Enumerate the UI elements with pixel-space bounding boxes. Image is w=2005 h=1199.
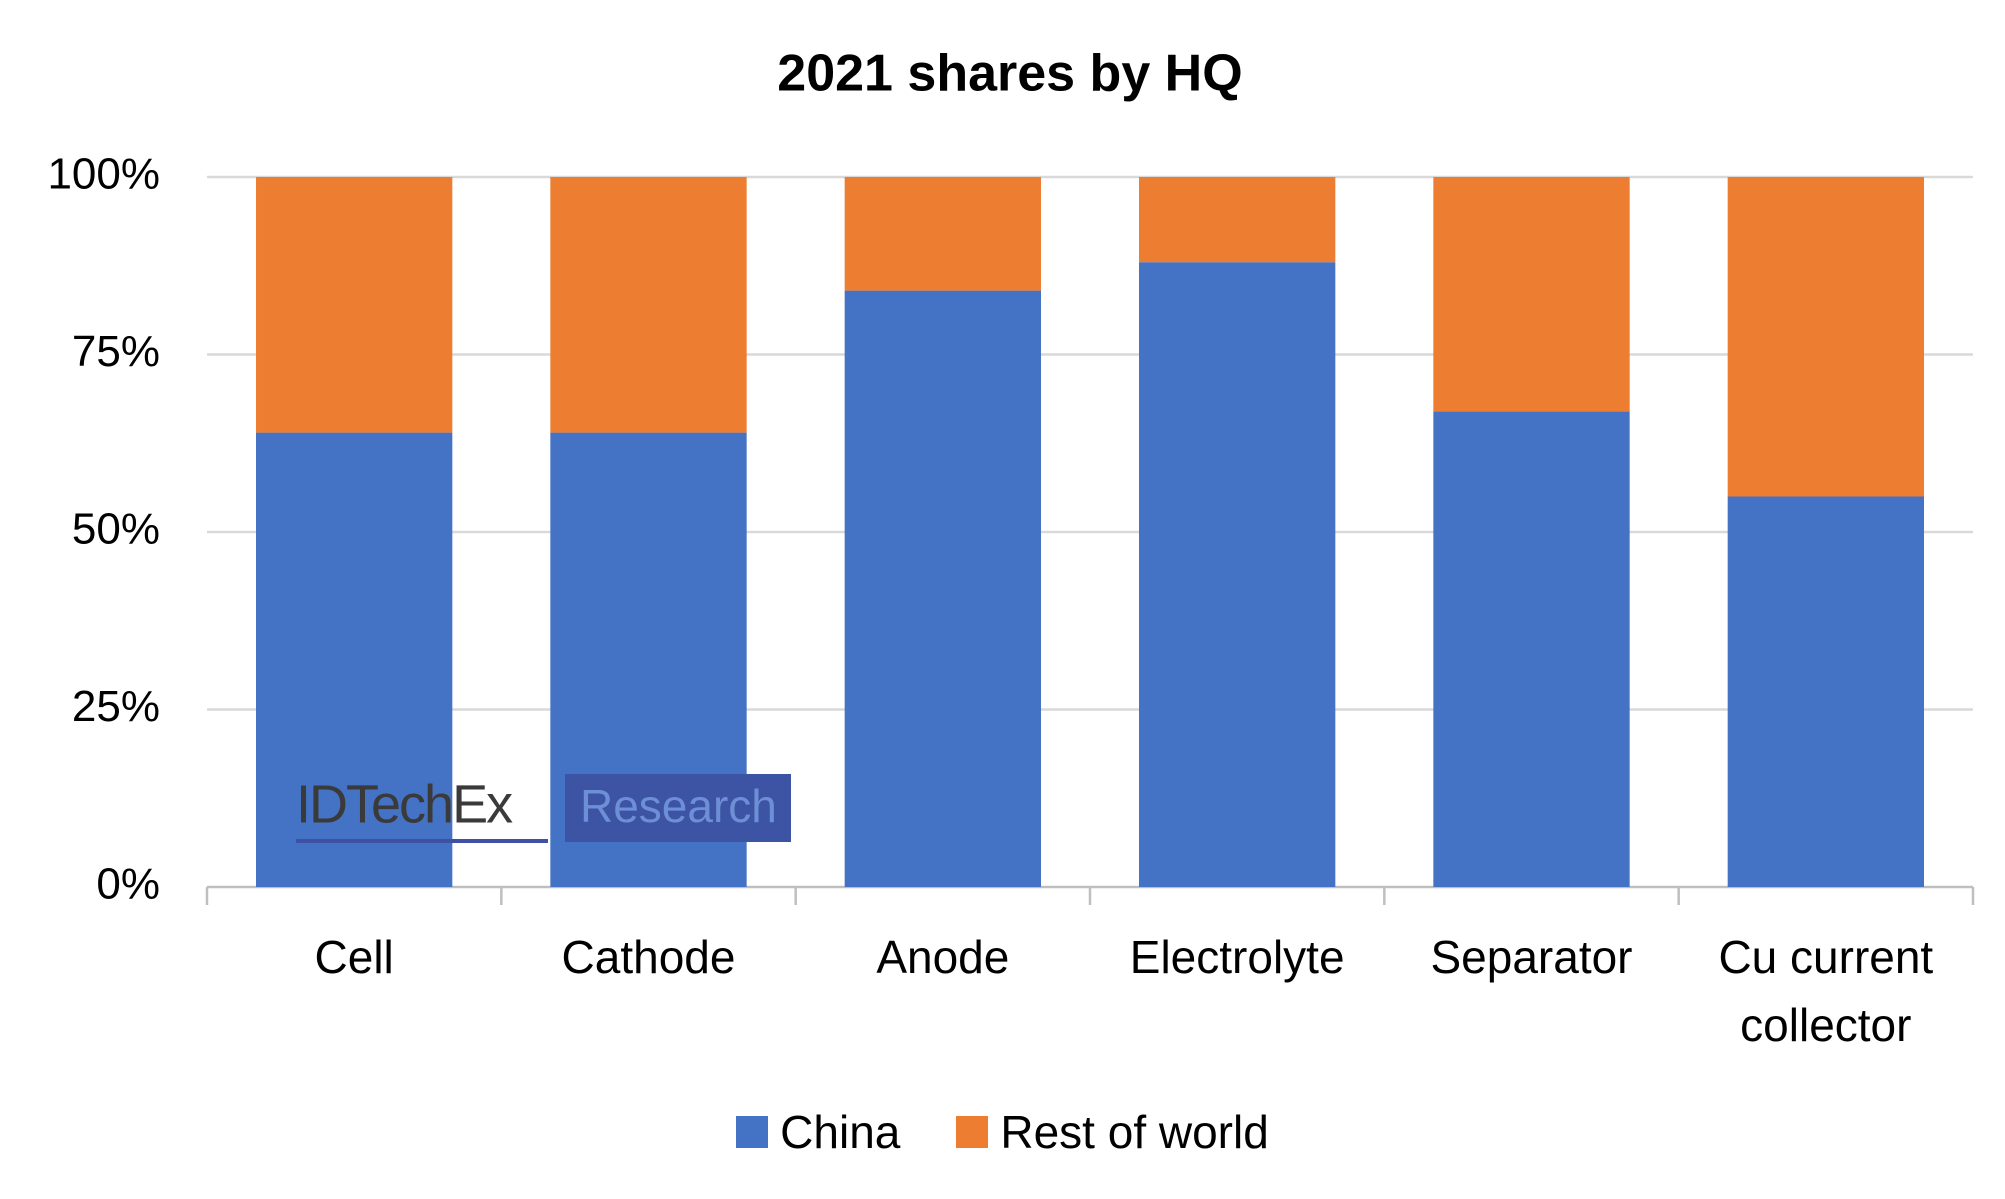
bar-segment (1727, 496, 1924, 887)
watermark-brand: IDTechEx (296, 774, 513, 834)
x-tick-label: Anode (876, 931, 1010, 983)
x-tick-label: Cell (314, 931, 394, 983)
legend-item: Rest of world (956, 1105, 1269, 1159)
x-tick-label: Cu current collector (1718, 931, 1934, 1051)
legend-label: Rest of world (1000, 1106, 1269, 1158)
watermark-unit: Research (580, 780, 777, 832)
legend: China Rest of world (0, 1105, 2005, 1159)
bar-segment (1139, 262, 1336, 887)
watermark: IDTechEx Research (296, 774, 791, 843)
y-tick-label: 75% (72, 327, 160, 376)
bar-segment (1433, 177, 1630, 412)
bar-segment (256, 177, 453, 433)
y-tick-label: 25% (72, 682, 160, 731)
y-tick-label: 100% (47, 150, 160, 199)
bar-segment (1727, 177, 1924, 497)
watermark-box (565, 774, 791, 842)
legend-swatch (956, 1116, 989, 1148)
x-tick-label: Separator (1430, 931, 1633, 983)
y-tick-label: 50% (72, 505, 160, 554)
bar-segment (844, 290, 1041, 888)
x-tick-label: Electrolyte (1129, 931, 1345, 983)
bar-segment (1139, 177, 1336, 263)
chart-title: 2021 shares by HQ (777, 45, 1242, 103)
legend-item: China (736, 1105, 900, 1159)
y-tick-label: 0% (96, 860, 160, 909)
x-tick-label: Cathode (561, 931, 736, 983)
legend-swatch (736, 1116, 769, 1148)
bar-segment (550, 177, 747, 433)
bar-segment (256, 432, 453, 887)
bar-segment (844, 177, 1041, 291)
bar-segment (1433, 411, 1630, 887)
legend-label: China (780, 1106, 901, 1158)
